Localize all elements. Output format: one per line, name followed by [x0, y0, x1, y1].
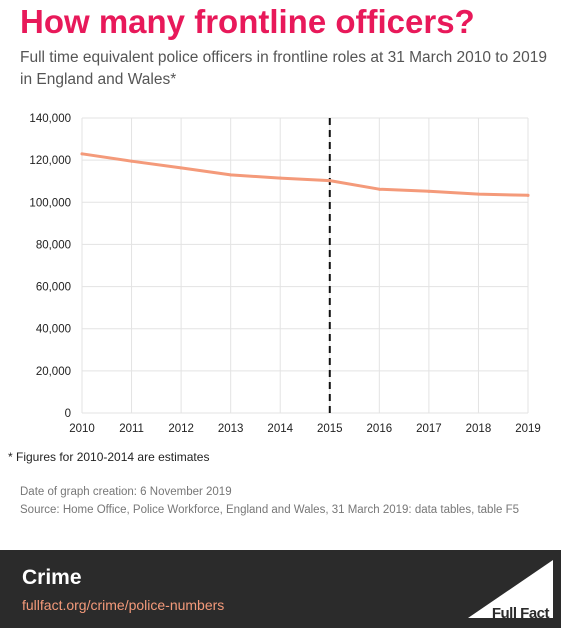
data-point [476, 192, 480, 196]
footer-section-label: Crime [22, 566, 82, 589]
x-tick-label: 2012 [168, 423, 194, 435]
y-tick-label: 80,000 [36, 239, 71, 251]
y-tick-label: 60,000 [36, 282, 71, 294]
x-tick-label: 2017 [416, 423, 442, 435]
footer-bar: Crime fullfact.org/crime/police-numbers … [0, 550, 561, 628]
footnote: * Figures for 2010-2014 are estimates [8, 450, 210, 464]
footer-link[interactable]: fullfact.org/crime/police-numbers [22, 597, 225, 613]
x-tick-label: 2015 [317, 423, 343, 435]
x-tick-label: 2011 [119, 423, 144, 435]
x-tick-label: 2016 [367, 423, 393, 435]
x-tick-label: 2019 [515, 423, 541, 435]
x-tick-label: 2010 [69, 423, 95, 435]
data-point [278, 176, 282, 180]
y-tick-label: 40,000 [36, 324, 71, 336]
line-chart: 0 20,000 40,000 60,000 80,000 100,000 120,000 1… [29, 113, 541, 435]
y-tick-label: 0 [65, 408, 71, 420]
data-point [229, 173, 233, 177]
logo-text: Full Fact [491, 605, 550, 622]
date-created: Date of graph creation: 6 November 2019 [20, 486, 232, 498]
data-point [179, 166, 183, 170]
y-axis-tick-labels: 0 20,000 40,000 60,000 80,000 100,000 120,000 1… [29, 113, 71, 420]
data-point [377, 187, 381, 191]
chart-subtitle: Full time equivalent police officers in … [20, 49, 548, 88]
x-tick-label: 2013 [218, 423, 244, 435]
chart-title: How many frontline officers? [20, 3, 475, 40]
y-tick-label: 120,000 [29, 155, 71, 167]
source-note: Source: Home Office, Police Workforce, E… [20, 504, 520, 516]
x-axis-tick-labels: 2010 2011 2012 2013 2014 2015 2016 2017 2018 2019 [69, 423, 541, 435]
series-group [80, 152, 530, 197]
y-tick-label: 100,000 [29, 197, 71, 209]
data-point [80, 152, 84, 156]
y-tick-label: 20,000 [36, 366, 71, 378]
data-point [427, 189, 431, 193]
x-tick-label: 2018 [466, 423, 492, 435]
x-tick-label: 2014 [267, 423, 293, 435]
data-point [328, 179, 332, 183]
data-point [130, 159, 134, 163]
full-fact-logo-icon[interactable] [468, 560, 553, 618]
gridlines [81, 117, 529, 414]
series-line [80, 152, 530, 197]
y-tick-label: 140,000 [29, 113, 71, 125]
data-point [526, 193, 530, 197]
